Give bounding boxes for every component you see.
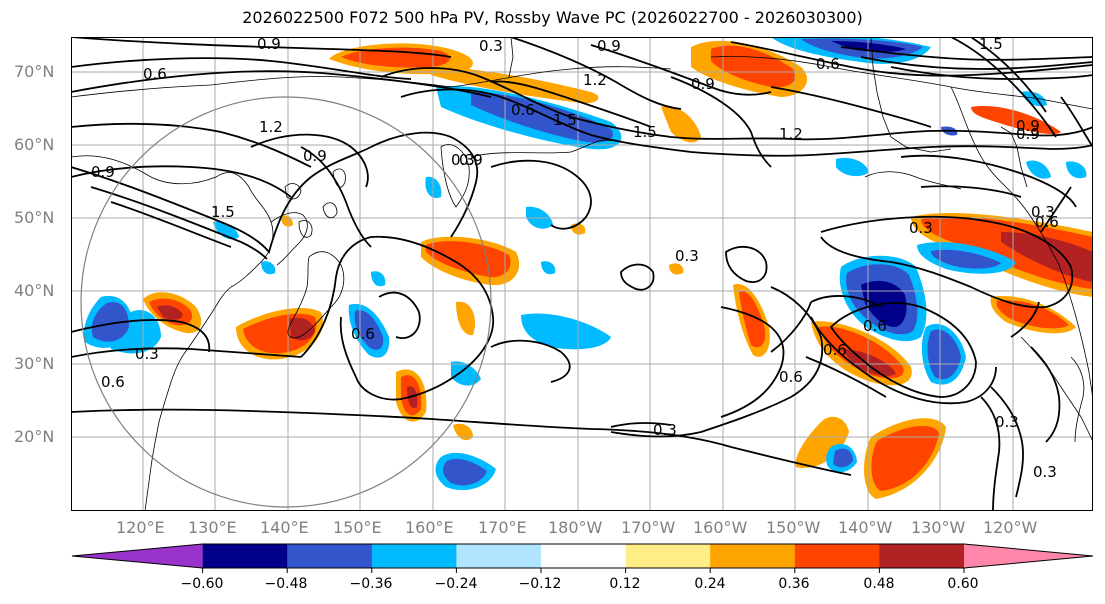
lon-label: 170°W [621, 518, 676, 537]
lon-label: 160°E [405, 518, 454, 537]
lon-label: 120°W [983, 518, 1038, 537]
contour-label: 0.3 [653, 421, 677, 439]
colorbar-segment [710, 544, 796, 568]
lon-label: 150°E [333, 518, 382, 537]
contour-label: 0.3 [1033, 463, 1057, 481]
contour-label: 0.3 [1031, 203, 1055, 221]
lat-label: 50°N [14, 208, 55, 227]
colorbar-tick-label: −0.12 [518, 576, 562, 592]
contour-label: 0.9 [257, 37, 281, 53]
contour-label: 0.3 [909, 219, 933, 237]
colorbar-tick-label: 0.36 [778, 576, 810, 592]
contour-label: 0.3 [479, 37, 503, 55]
contour-label: 1.2 [583, 71, 607, 89]
contour-label: 0.6 [863, 317, 887, 335]
colorbar-segment [794, 544, 880, 568]
contour-label: 1.2 [779, 125, 803, 143]
colorbar-segment [456, 544, 542, 568]
chart-title: 2026022500 F072 500 hPa PV, Rossby Wave … [242, 8, 863, 27]
lat-label: 70°N [14, 62, 55, 81]
colorbar-segment [541, 544, 627, 568]
lat-label: 60°N [14, 135, 55, 154]
lon-label: 120°E [116, 518, 165, 537]
contour-label: 0.9 [1016, 117, 1040, 135]
pv-contours [71, 37, 1093, 511]
colorbar-tick-label: −0.60 [180, 576, 224, 592]
colorbar-tick-label: 0.12 [609, 576, 641, 592]
lon-label: 130°W [911, 518, 966, 537]
map-panel: 0.9 0.3 0.9 0.6 0.6 1.2 0.9 0.6 1.5 1.2 … [71, 37, 1093, 511]
contour-label: 1.5 [211, 203, 235, 221]
contour-label: 0.3 [135, 345, 159, 363]
contour-label: 0.9 [597, 37, 621, 55]
colorbar-tick-label: −0.36 [349, 576, 393, 592]
contour-label: 0.6 [101, 373, 125, 391]
pv-anomaly-shading [83, 37, 1093, 499]
contour-label: 0.9 [459, 151, 483, 169]
colorbar-segment [964, 544, 1093, 568]
contour-label: 0.6 [823, 341, 847, 359]
contour-label: 0.3 [675, 247, 699, 265]
contour-label: 0.9 [303, 147, 327, 165]
colorbar-segment [625, 544, 711, 568]
lon-label: 130°E [188, 518, 237, 537]
colorbar-segment [202, 544, 288, 568]
contour-label: 0.9 [691, 75, 715, 93]
contour-labels: 0.9 0.3 0.9 0.6 0.6 1.2 0.9 0.6 1.5 1.2 … [91, 37, 1059, 481]
colorbar-segment [287, 544, 373, 568]
colorbar-segment [879, 544, 965, 568]
contour-label: 1.5 [979, 37, 1003, 53]
lat-label: 30°N [14, 354, 55, 373]
map-frame [71, 37, 1093, 511]
colorbar-tick-label: −0.24 [434, 576, 478, 592]
lon-label: 150°W [766, 518, 821, 537]
colorbar-tick-label: 0.24 [694, 576, 726, 592]
contour-label: 0.3 [995, 413, 1019, 431]
colorbar-tick-label: −0.48 [264, 576, 308, 592]
lon-label: 160°W [693, 518, 748, 537]
lon-label: 170°E [478, 518, 527, 537]
contour-label: 1.2 [259, 118, 283, 136]
contour-label: 0.6 [1035, 213, 1059, 231]
colorbar-tick-label: 0.48 [863, 576, 895, 592]
contour-label: 0.9 [91, 163, 115, 181]
lat-label: 20°N [14, 427, 55, 446]
contour-label: 0.6 [351, 325, 375, 343]
lat-label: 40°N [14, 281, 55, 300]
lon-label: 140°E [260, 518, 309, 537]
contour-label: 0.3 [451, 151, 475, 169]
rossby-wave-circle [80, 96, 492, 508]
contour-label: 1.5 [633, 123, 657, 141]
colorbar-segment [371, 544, 457, 568]
contour-label: 0.6 [779, 368, 803, 386]
lon-label: 180°W [548, 518, 603, 537]
colorbar-segment [72, 544, 203, 568]
contour-label: 0.6 [511, 101, 535, 119]
contour-label: 0.6 [816, 55, 840, 73]
contour-label: 1.5 [553, 111, 577, 129]
colorbar [71, 543, 1094, 573]
lon-label: 140°W [838, 518, 893, 537]
contour-label: 0.6 [143, 65, 167, 83]
colorbar-tick-label: 0.60 [947, 576, 979, 592]
contour-label: 0.9 [1016, 125, 1040, 143]
